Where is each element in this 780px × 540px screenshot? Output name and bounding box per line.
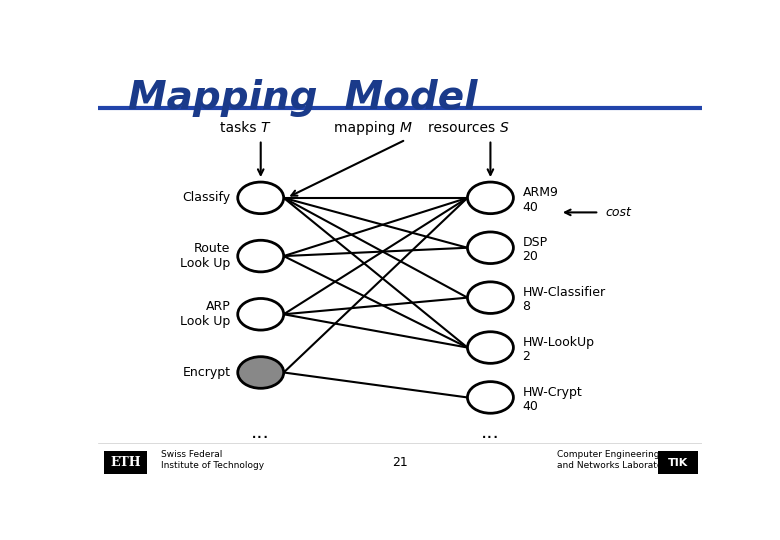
Text: Mapping  Model: Mapping Model	[128, 79, 477, 117]
Text: 8: 8	[523, 300, 530, 313]
FancyBboxPatch shape	[658, 451, 698, 474]
Circle shape	[467, 332, 513, 363]
Text: HW-LookUp: HW-LookUp	[523, 336, 594, 349]
Text: HW-Classifier: HW-Classifier	[523, 286, 605, 299]
Circle shape	[467, 282, 513, 313]
Text: M: M	[399, 122, 412, 136]
Text: Swiss Federal
Institute of Technology: Swiss Federal Institute of Technology	[161, 450, 264, 469]
Text: resources: resources	[428, 122, 499, 136]
Text: ...: ...	[481, 423, 500, 442]
Circle shape	[238, 240, 284, 272]
Circle shape	[467, 182, 513, 214]
Text: 40: 40	[523, 400, 538, 413]
Circle shape	[238, 357, 284, 388]
Circle shape	[238, 299, 284, 330]
Text: Route
Look Up: Route Look Up	[180, 242, 231, 270]
Text: DSP: DSP	[523, 237, 548, 249]
Text: Computer Engineering
and Networks Laboratory: Computer Engineering and Networks Labora…	[557, 450, 672, 469]
Text: ...: ...	[251, 423, 270, 442]
Text: S: S	[499, 122, 509, 136]
Text: tasks: tasks	[220, 122, 261, 136]
Text: Encrypt: Encrypt	[183, 366, 231, 379]
Text: TIK: TIK	[668, 458, 688, 468]
Text: Classify: Classify	[183, 191, 231, 204]
Text: T: T	[261, 122, 269, 136]
Text: cost: cost	[605, 206, 631, 219]
Text: 21: 21	[392, 456, 408, 469]
Text: ETH: ETH	[111, 456, 141, 469]
FancyBboxPatch shape	[104, 451, 147, 474]
Text: ARP
Look Up: ARP Look Up	[180, 300, 231, 328]
Text: 2: 2	[523, 350, 530, 363]
Text: mapping: mapping	[334, 122, 399, 136]
Circle shape	[467, 232, 513, 264]
Circle shape	[467, 382, 513, 413]
Text: HW-Crypt: HW-Crypt	[523, 386, 582, 399]
Text: 20: 20	[523, 251, 538, 264]
Text: ARM9: ARM9	[523, 186, 558, 199]
Circle shape	[238, 182, 284, 214]
Text: 40: 40	[523, 200, 538, 213]
